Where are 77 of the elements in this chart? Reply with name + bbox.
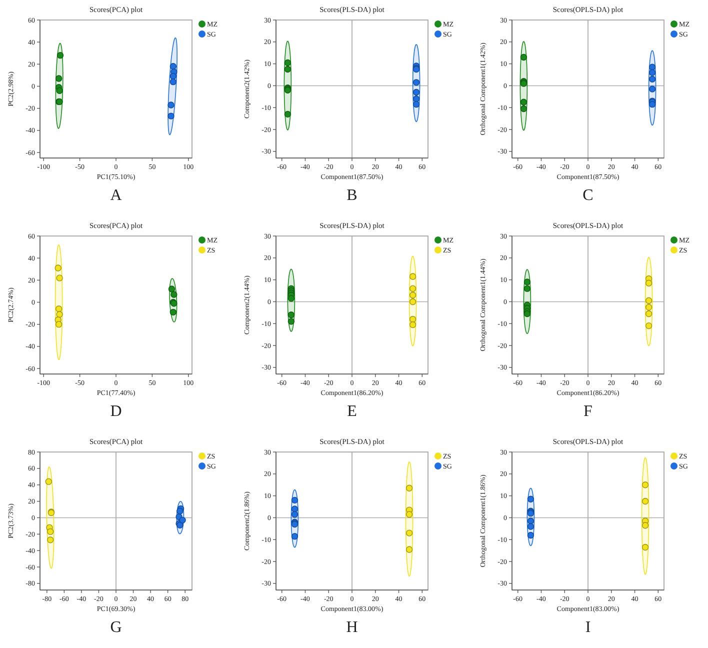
point bbox=[409, 316, 416, 323]
text: C bbox=[582, 187, 594, 204]
text: B bbox=[346, 187, 358, 204]
point bbox=[176, 508, 184, 514]
point bbox=[642, 482, 649, 488]
point bbox=[520, 54, 528, 61]
point bbox=[648, 86, 656, 92]
point bbox=[168, 102, 174, 108]
point bbox=[412, 88, 420, 96]
point bbox=[409, 321, 416, 328]
text: D bbox=[110, 403, 122, 420]
point bbox=[291, 532, 298, 540]
point bbox=[291, 506, 298, 512]
point bbox=[47, 536, 54, 544]
point bbox=[645, 322, 652, 330]
point bbox=[56, 87, 63, 94]
text: I bbox=[585, 619, 591, 636]
point bbox=[409, 273, 416, 280]
point bbox=[648, 76, 656, 82]
point bbox=[47, 528, 54, 536]
text: A bbox=[110, 187, 122, 204]
point bbox=[291, 496, 298, 504]
point bbox=[170, 291, 178, 298]
point bbox=[527, 496, 534, 502]
point bbox=[45, 478, 52, 485]
point bbox=[412, 79, 420, 86]
point bbox=[288, 295, 295, 302]
text: E bbox=[347, 403, 357, 420]
point bbox=[284, 66, 292, 73]
point bbox=[55, 306, 62, 312]
point bbox=[168, 112, 174, 120]
point bbox=[406, 546, 413, 553]
point bbox=[170, 63, 177, 70]
point bbox=[56, 311, 63, 318]
point bbox=[288, 318, 295, 325]
point bbox=[291, 511, 298, 518]
point bbox=[527, 523, 534, 530]
point bbox=[56, 52, 64, 59]
point bbox=[406, 484, 413, 492]
point bbox=[524, 285, 531, 292]
point bbox=[645, 297, 652, 304]
point bbox=[406, 511, 413, 518]
point bbox=[645, 280, 652, 286]
point bbox=[170, 78, 177, 86]
point bbox=[409, 292, 416, 298]
point bbox=[284, 110, 292, 118]
point bbox=[642, 544, 649, 551]
point bbox=[524, 310, 531, 318]
point bbox=[55, 320, 62, 328]
point bbox=[409, 285, 416, 292]
point bbox=[409, 298, 416, 306]
text: F bbox=[584, 403, 593, 420]
point bbox=[527, 532, 534, 539]
point bbox=[648, 64, 656, 70]
point bbox=[170, 308, 177, 316]
point bbox=[288, 312, 295, 318]
point bbox=[642, 498, 649, 505]
point bbox=[168, 286, 176, 292]
point bbox=[56, 274, 63, 282]
point bbox=[524, 278, 531, 286]
point bbox=[412, 96, 420, 102]
point bbox=[179, 516, 186, 524]
point bbox=[170, 72, 177, 80]
point bbox=[406, 530, 413, 536]
point bbox=[645, 304, 652, 311]
point bbox=[648, 69, 656, 76]
point bbox=[412, 100, 420, 108]
text: G bbox=[110, 619, 122, 636]
point bbox=[520, 98, 528, 106]
point bbox=[520, 105, 528, 112]
point bbox=[284, 59, 292, 66]
point bbox=[54, 264, 62, 272]
point bbox=[645, 310, 652, 318]
point bbox=[648, 100, 656, 108]
text: H bbox=[346, 619, 358, 636]
point bbox=[642, 522, 649, 529]
point bbox=[55, 75, 62, 82]
